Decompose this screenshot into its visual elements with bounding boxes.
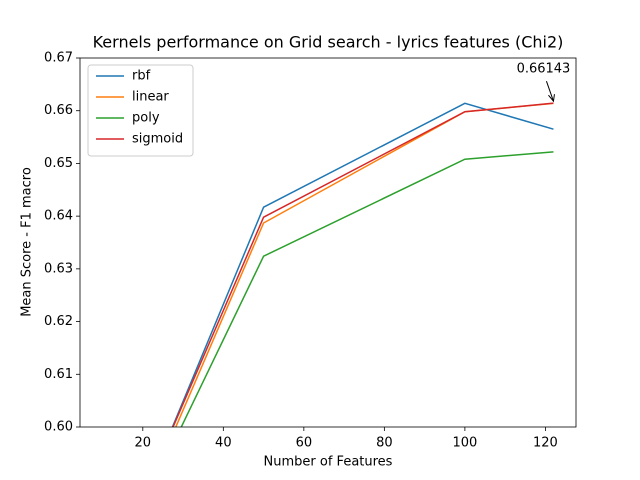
annotation-arrow xyxy=(545,81,554,102)
legend-label: poly xyxy=(132,111,160,126)
y-tick-label: 0.66 xyxy=(44,103,73,118)
legend-label: rbf xyxy=(132,69,151,84)
legend-label: linear xyxy=(132,90,169,105)
y-tick-label: 0.63 xyxy=(44,261,73,276)
plot-area xyxy=(171,102,554,427)
x-tick-label: 80 xyxy=(376,436,393,451)
annotation-label: 0.66143 xyxy=(517,62,571,77)
line-series xyxy=(171,102,554,427)
line-series xyxy=(172,102,554,427)
y-tick-label: 0.65 xyxy=(44,156,73,171)
legend-label: sigmoid xyxy=(132,132,183,147)
x-tick-label: 120 xyxy=(533,436,558,451)
chart-title: Kernels performance on Grid search - lyr… xyxy=(93,33,564,52)
x-tick-label: 100 xyxy=(452,436,477,451)
y-tick-label: 0.67 xyxy=(44,51,73,66)
y-tick-label: 0.61 xyxy=(44,367,73,382)
y-tick-label: 0.62 xyxy=(44,314,73,329)
y-tick-label: 0.60 xyxy=(44,420,73,435)
x-tick-label: 20 xyxy=(135,436,152,451)
axes-frame xyxy=(79,57,577,428)
line-series xyxy=(180,151,554,427)
legend-box xyxy=(87,64,194,157)
annotation-arrowhead xyxy=(548,94,555,103)
x-tick-label: 40 xyxy=(215,436,232,451)
x-axis-label: Number of Features xyxy=(264,455,393,470)
x-tick-label: 60 xyxy=(296,436,313,451)
y-axis-label: Mean Score - F1 macro xyxy=(20,167,35,317)
y-tick-label: 0.64 xyxy=(44,209,73,224)
